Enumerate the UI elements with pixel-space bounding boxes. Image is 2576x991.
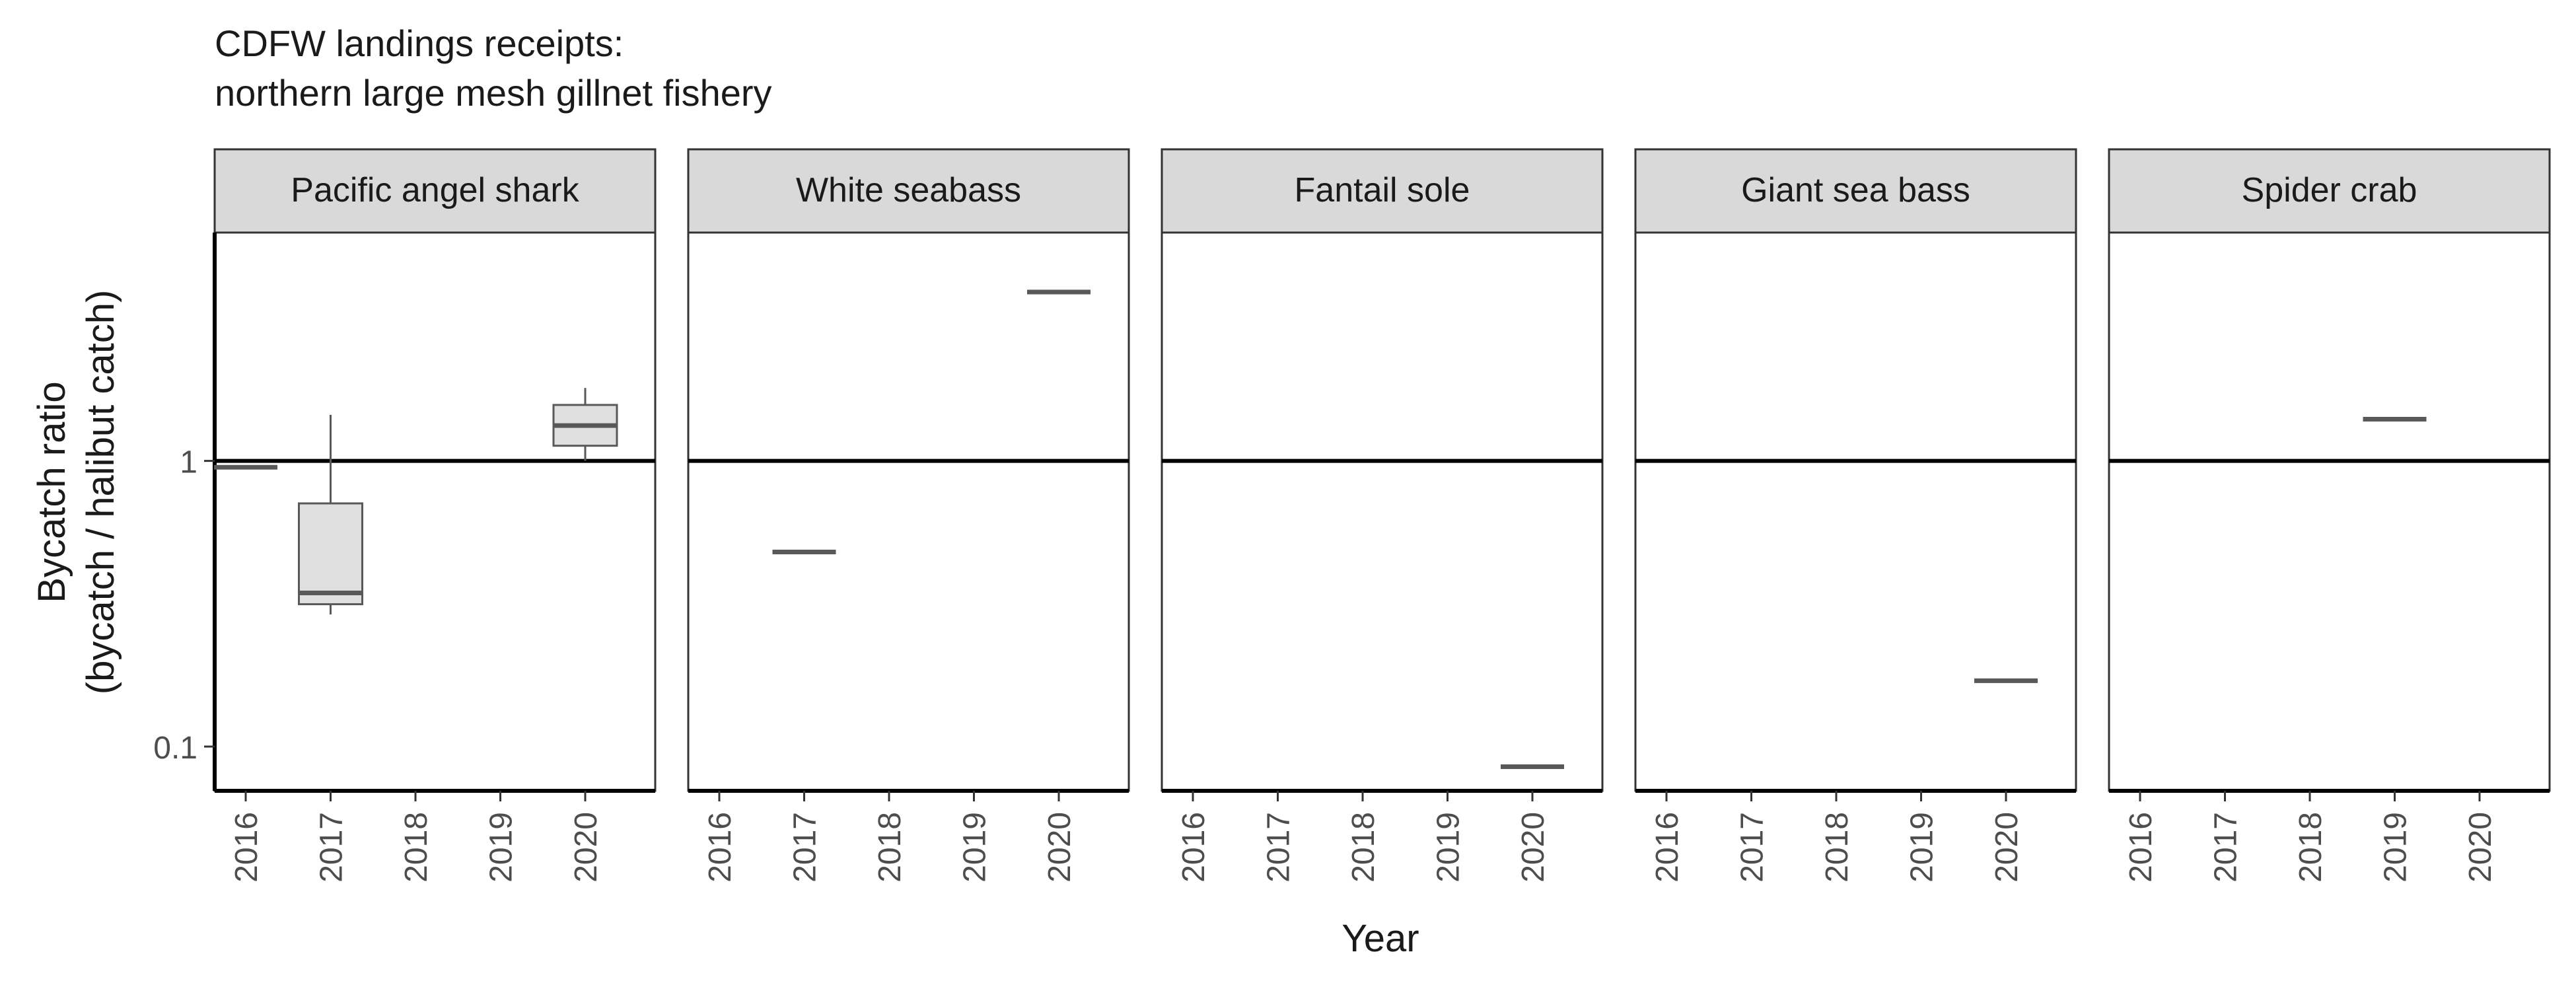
strip-giant-sea-bass [1634, 148, 2077, 234]
x-tick-label: 2020 [2463, 812, 2498, 883]
x-tick-label: 2020 [1042, 812, 1077, 883]
x-tick-label: 2016 [1176, 812, 1211, 883]
x-tick-label: 2018 [1346, 812, 1381, 883]
strip-label-pacific-angel-shark: Pacific angel shark [291, 171, 579, 209]
strip-label-fantail-sole: Fantail sole [1295, 171, 1470, 209]
x-tick-label: 2018 [873, 812, 908, 883]
box-pacific-angel-shark-2017 [298, 414, 363, 615]
plot-area-giant-sea-bass [1634, 231, 2077, 792]
strip-label-white-seabass: White seabass [796, 171, 1021, 209]
panel-pacific-angel-shark: Pacific angel shark 0.1 1 2016 2017 2018 2019 2… [153, 148, 657, 883]
x-tick-label: 2016 [229, 812, 264, 883]
x-tick-label: 2019 [958, 812, 993, 883]
plot-area-pacific-angel-shark [213, 231, 657, 792]
plot-area-fantail-sole [1161, 231, 1604, 792]
x-tick-label: 2020 [1516, 812, 1551, 883]
x-tick-label: 2017 [2209, 812, 2244, 883]
panel-giant-sea-bass: Giant sea bass 2016 2017 2018 2019 2020 [1634, 148, 2077, 883]
chart-subtitle: northern large mesh gillnet fishery [215, 72, 772, 114]
y-tick-label: 1 [180, 445, 197, 480]
x-tick-label: 2018 [2293, 812, 2328, 883]
strip-label-giant-sea-bass: Giant sea bass [1741, 171, 1970, 209]
x-axis-title: Year [1342, 917, 1419, 960]
x-tick-label: 2016 [2124, 812, 2159, 883]
strip-pacific-angel-shark [213, 148, 657, 234]
y-axis-title-line-2: (bycatch / halibut catch) [79, 290, 122, 695]
box-body [298, 502, 363, 606]
facet-panels: Pacific angel shark 0.1 1 2016 2017 2018 2019 2… [153, 148, 2551, 883]
x-tick-label: 2018 [1820, 812, 1855, 883]
x-tick-label: 2017 [788, 812, 823, 883]
panel-fantail-sole: Fantail sole 2016 2017 2018 2019 2020 [1161, 148, 1604, 883]
chart-title: CDFW landings receipts: [215, 22, 624, 64]
x-tick-label: 2017 [314, 812, 349, 883]
y-axis-title: Bycatch ratio [30, 381, 73, 603]
x-tick-label: 2019 [484, 812, 519, 883]
x-tick-label: 2016 [1650, 812, 1685, 883]
plot-area-white-seabass [687, 231, 1130, 792]
strip-white-seabass [687, 148, 1130, 234]
y-tick-label: 0.1 [153, 731, 197, 766]
strip-spider-crab [2108, 148, 2551, 234]
x-tick-label: 2019 [2379, 812, 2414, 883]
x-tick-label: 2017 [1735, 812, 1770, 883]
x-tick-label: 2016 [703, 812, 738, 883]
strip-label-spider-crab: Spider crab [2242, 171, 2417, 209]
x-tick-label: 2018 [399, 812, 434, 883]
box-pacific-angel-shark-2020 [552, 388, 618, 461]
x-tick-label: 2017 [1262, 812, 1297, 883]
x-tick-label: 2020 [569, 812, 604, 883]
x-tick-label: 2019 [1431, 812, 1466, 883]
x-tick-label: 2019 [1905, 812, 1940, 883]
x-tick-label: 2020 [1989, 812, 2024, 883]
panel-white-seabass: White seabass 2016 2017 2018 2019 2020 [687, 148, 1130, 883]
panel-spider-crab: Spider crab 2016 2017 2018 2019 2020 [2108, 148, 2551, 883]
plot-area-spider-crab [2108, 231, 2551, 792]
strip-fantail-sole [1161, 148, 1604, 234]
